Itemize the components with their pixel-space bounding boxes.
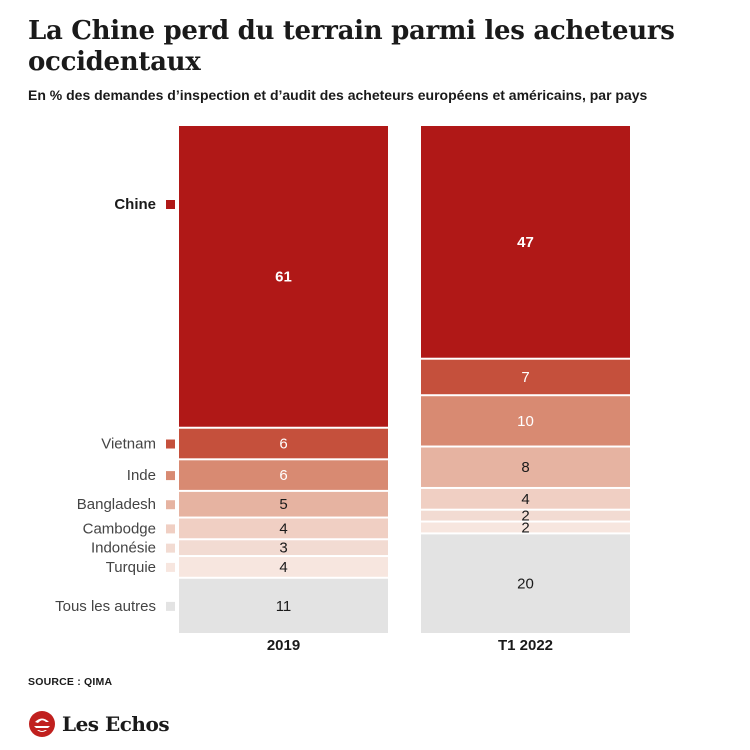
legend-label-inde: Inde: [127, 467, 156, 484]
les-echos-emblem-icon: [29, 711, 55, 737]
bar-segment-turquie-t1-2022: [421, 522, 630, 533]
bar-segment-bangladesh-t1-2022: [421, 447, 630, 487]
legend-swatch-bangladesh: [166, 500, 175, 510]
legend-label-indonesie: Indonésie: [91, 540, 156, 557]
data-label-vietnam-t1-2022: 7: [521, 369, 529, 386]
bar-segment-chine-2019: [179, 126, 388, 427]
data-label-chine-2019: 61: [275, 268, 292, 285]
data-label-inde-t1-2022: 10: [517, 413, 534, 430]
category-label-t1-2022: T1 2022: [498, 637, 553, 654]
bar-segment-tous-les-autres-t1-2022: [421, 534, 630, 633]
chart-title: La Chine perd du terrain parmi les achet…: [28, 16, 675, 77]
legend-label-tous-les-autres: Tous les autres: [55, 598, 156, 615]
brand-name: Les Echos: [62, 712, 170, 736]
bar-segment-bangladesh-2019: [179, 491, 388, 517]
legend-swatch-indonesie: [166, 543, 175, 553]
bar-segment-indonesie-2019: [179, 540, 388, 556]
legend-swatch-vietnam: [166, 439, 175, 449]
data-label-bangladesh-2019: 5: [279, 496, 287, 513]
legend-swatch-turquie: [166, 562, 175, 572]
data-label-bangladesh-t1-2022: 8: [521, 459, 529, 476]
data-label-inde-2019: 6: [279, 467, 287, 484]
bar-segment-vietnam-2019: [179, 428, 388, 459]
data-label-turquie-t1-2022: 2: [521, 519, 529, 536]
bar-segment-cambodge-2019: [179, 518, 388, 539]
bar-segment-inde-2019: [179, 460, 388, 490]
data-label-turquie-2019: 4: [279, 559, 287, 576]
data-label-cambodge-2019: 4: [279, 520, 287, 537]
bar-segment-chine-t1-2022: [421, 126, 630, 358]
legend-label-bangladesh: Bangladesh: [77, 496, 156, 513]
bar-segment-vietnam-t1-2022: [421, 359, 630, 395]
legend-swatch-inde: [166, 471, 175, 481]
legend-label-vietnam: Vietnam: [101, 436, 156, 453]
bar-segment-cambodge-t1-2022: [421, 488, 630, 509]
bar-segment-inde-t1-2022: [421, 396, 630, 446]
bar-segment-tous-les-autres-2019: [179, 578, 388, 633]
data-label-tous-les-autres-t1-2022: 20: [517, 576, 534, 593]
legend-swatch-chine: [166, 200, 175, 209]
category-label-2019: 2019: [267, 637, 300, 654]
chart-subtitle: En % des demandes d’inspection et d’audi…: [28, 87, 648, 103]
data-label-tous-les-autres-2019: 11: [276, 598, 292, 615]
legend-label-chine: Chine: [114, 196, 156, 213]
legend-label-cambodge: Cambodge: [83, 520, 156, 537]
source-note: SOURCE : QIMA: [28, 676, 113, 688]
data-label-indonesie-2019: 3: [279, 540, 287, 557]
data-label-cambodge-t1-2022: 4: [521, 491, 529, 508]
les-echos-logo: Les Echos: [28, 710, 170, 738]
data-label-vietnam-2019: 6: [279, 436, 287, 453]
legend-swatch-cambodge: [166, 524, 175, 534]
data-label-indonesie-t1-2022: 2: [521, 508, 529, 525]
legend-swatch-tous-les-autres: [166, 601, 175, 611]
data-label-chine-t1-2022: 47: [517, 234, 534, 251]
legend-label-turquie: Turquie: [106, 559, 156, 576]
bar-segment-turquie-2019: [179, 557, 388, 577]
bar-segment-indonesie-t1-2022: [421, 510, 630, 521]
